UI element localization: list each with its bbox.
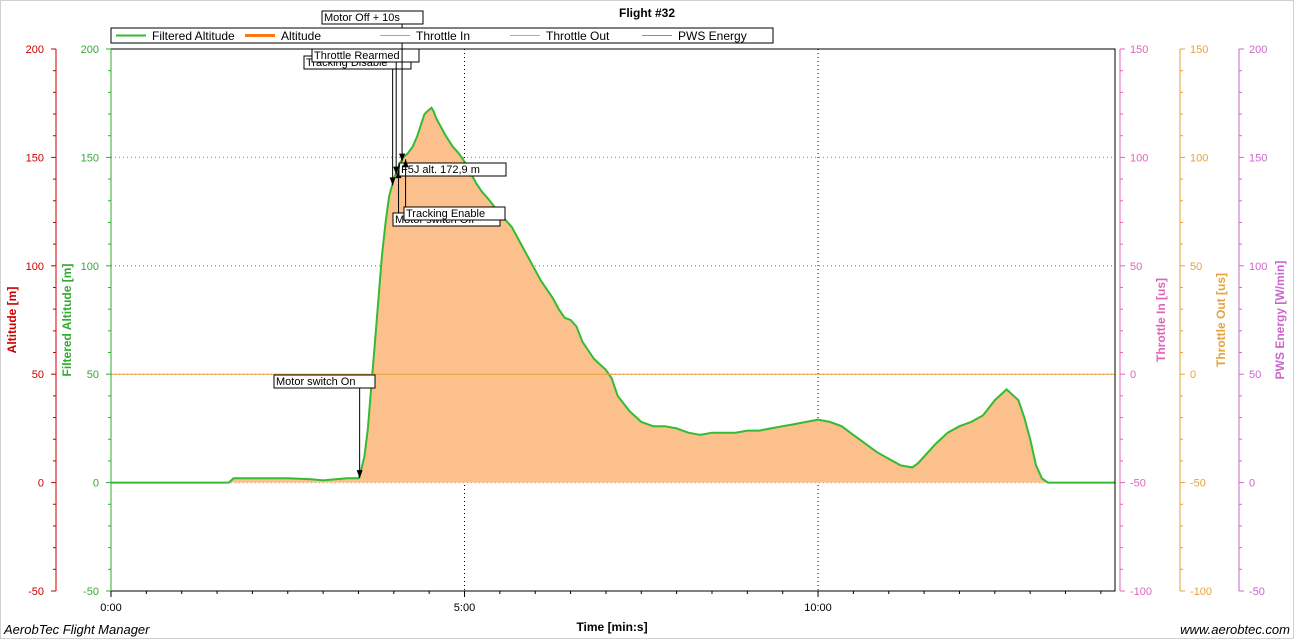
annotation: Motor switch On (273, 374, 376, 479)
annotation-box (321, 10, 424, 25)
legend-item: PWS Energy (642, 29, 747, 43)
y-tick-label: 150 (1249, 152, 1267, 164)
y-axis-3: -100 -50 0 50 100 150 Throttle Out [us] (1179, 44, 1228, 598)
y-tick-label: 150 (1130, 44, 1148, 56)
y-axis-label: PWS Energy [W/min] (1273, 261, 1287, 380)
y-tick-label: -50 (28, 586, 44, 598)
y-tick-label: 100 (81, 261, 99, 273)
annotation: F5J alt. 172,9 m (398, 162, 507, 177)
y-tick-label: 200 (81, 44, 99, 56)
y-axis-0: -50 0 50 100 150 200 Altitude [m] (5, 44, 57, 598)
y-tick-label: 0 (93, 478, 99, 490)
y-tick-label: 100 (26, 261, 44, 273)
annotation-arrow (402, 159, 409, 168)
annotation-label: Motor switch On (276, 376, 355, 388)
y-tick-label: 50 (1190, 261, 1202, 273)
annotation-label: Motor Off + 10s (324, 12, 400, 24)
y-tick-label: 0 (1249, 478, 1255, 490)
y-tick-label: -100 (1130, 586, 1152, 598)
y-tick-label: 50 (32, 369, 44, 381)
y-tick-label: -50 (1249, 586, 1265, 598)
y-tick-label: 150 (26, 152, 44, 164)
annotation: Throttle Rearmed (311, 48, 420, 175)
y-tick-label: -50 (1130, 478, 1146, 490)
annotation-label: Tracking Enable (406, 208, 485, 220)
annotation: Tracking Enable (402, 159, 506, 221)
legend-label: Altitude (281, 29, 321, 43)
y-tick-label: 50 (87, 369, 99, 381)
y-tick-label: 200 (1249, 44, 1267, 56)
legend-label: Throttle Out (546, 29, 610, 43)
y-tick-label: -50 (83, 586, 99, 598)
footer-right: www.aerobtec.com (1180, 622, 1290, 637)
y-tick-label: 50 (1130, 261, 1142, 273)
legend-label: PWS Energy (678, 29, 747, 43)
x-tick-label: 10:00 (804, 602, 832, 614)
legend-item: Throttle In (380, 29, 470, 43)
axes: -50 0 50 100 150 200 Altitude [m] -50 0 50 100 150 2… (5, 44, 1287, 598)
x-tick-label: 5:00 (454, 602, 475, 614)
annotation-box (311, 48, 420, 63)
annotation-label: F5J alt. 172,9 m (401, 164, 480, 176)
x-tick-label: 0:00 (100, 602, 121, 614)
y-tick-label: 100 (1130, 152, 1148, 164)
y-axis-label: Throttle Out [us] (1214, 273, 1228, 367)
x-axis: 0:00 5:00 10:00 (100, 591, 1102, 614)
y-axis-label: Altitude [m] (5, 287, 19, 354)
annotation-arrow (389, 177, 396, 186)
annotation-arrow (393, 166, 400, 175)
annotation-leader (398, 163, 401, 170)
legend-label: Throttle In (416, 29, 470, 43)
x-axis-label: Time [min:s] (576, 620, 647, 634)
y-axis-label: Throttle In [us] (1154, 278, 1168, 362)
y-axis-4: -50 0 50 100 150 200 PWS Energy [W/min] (1238, 44, 1287, 598)
y-tick-label: 0 (1130, 369, 1136, 381)
legend-box (110, 27, 774, 44)
annotation-arrow (399, 153, 406, 162)
y-tick-label: -100 (1190, 586, 1212, 598)
footer-left: AerobTec Flight Manager (3, 622, 150, 637)
y-tick-label: 0 (38, 478, 44, 490)
series-area-filtered-altitude (111, 107, 1115, 483)
y-tick-label: 50 (1249, 369, 1261, 381)
annotation-box (398, 162, 507, 177)
y-axis-label: Filtered Altitude [m] (60, 264, 74, 377)
y-tick-label: -50 (1190, 478, 1206, 490)
y-tick-label: 150 (81, 152, 99, 164)
annotation-box (403, 206, 506, 221)
annotation: Motor Off + 10s (321, 10, 424, 162)
legend-item: Altitude (245, 29, 321, 43)
legend-label: Filtered Altitude (152, 29, 235, 43)
y-tick-label: 0 (1190, 369, 1196, 381)
y-tick-label: 100 (1190, 152, 1208, 164)
y-tick-label: 100 (1249, 261, 1267, 273)
y-axis-1: -50 0 50 100 150 200 Filtered Altitude [m] (60, 44, 112, 598)
legend-item: Throttle Out (510, 29, 610, 43)
legend: Filtered Altitude Altitude Throttle In Thro… (110, 27, 774, 44)
y-tick-label: 150 (1190, 44, 1208, 56)
y-axis-2: -100 -50 0 50 100 150 Throttle In [us] (1119, 44, 1168, 598)
legend-item: Filtered Altitude (116, 29, 235, 43)
annotation-label: Throttle Rearmed (314, 50, 400, 62)
chart-title: Flight #32 (619, 6, 675, 20)
y-tick-label: 200 (26, 44, 44, 56)
annotation-box (273, 374, 376, 389)
annotation-arrow (356, 470, 363, 479)
